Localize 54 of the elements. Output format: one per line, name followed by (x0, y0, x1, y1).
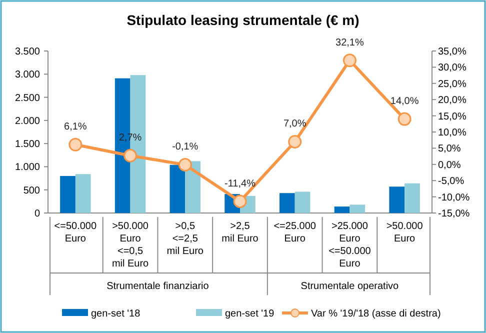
x-tick-label: >50.000 Euro <=0,5 mil Euro (112, 221, 150, 270)
x-tick-label: <=50.000 Euro (54, 221, 97, 244)
data-label: -0,1% (172, 142, 198, 153)
text: Strumentale finanziario (106, 281, 210, 292)
y2-tick-label: 5,0% (438, 144, 461, 155)
bar (279, 193, 295, 213)
bar (404, 183, 420, 213)
y2-tick-label: 35,0% (438, 46, 466, 58)
point (233, 194, 247, 208)
x-tick-label: >2,5 mil Euro (222, 221, 259, 244)
data-label: 7,0% (283, 118, 306, 130)
y2-tick-label: 25,0% (438, 78, 466, 90)
y2-tick-label: 10,0% (438, 128, 466, 138)
data-label: 32,1% (336, 37, 364, 48)
x-tick-label: >50.000 Euro (386, 221, 424, 244)
legend-label: gen-set '18 (91, 308, 141, 320)
y2-tick-label: -5,0% (438, 176, 464, 188)
bar (170, 164, 186, 213)
point (178, 158, 192, 172)
bar (389, 186, 405, 213)
y2-tick-label: -15,0% (438, 208, 470, 220)
text: Strumentale operativo (300, 281, 400, 292)
bar (334, 206, 350, 213)
y2-tick-label: 0,0% (438, 160, 461, 171)
data-label: 14,0% (390, 96, 419, 108)
chart-title: Stipulato leasing strumentale (€ m) (126, 12, 360, 28)
data-label: 6,1% (64, 122, 87, 133)
y-tick-label: 1.500 (14, 139, 40, 150)
y-tick-label: 1.000 (14, 162, 40, 174)
y-tick-label: 500 (23, 185, 40, 196)
point (124, 148, 138, 162)
y-tick-label: 3.000 (14, 70, 40, 81)
y-tick-label: 0 (34, 208, 40, 220)
point (398, 112, 412, 126)
x-tick-label: <=25.000 Euro (274, 221, 316, 244)
x-tick-label: >25.000 Euro <=50.000 Euro (328, 221, 372, 270)
x-tick-label: >0,5 <=2,5 mil Euro (166, 221, 204, 257)
y2-tick-label: 20,0% (438, 95, 466, 106)
bar (75, 174, 91, 213)
y2-tick-label: -10,0% (438, 192, 470, 204)
legend-label: gen-set '19 (225, 308, 275, 320)
point (342, 54, 356, 68)
y-tick-label: 2.000 (14, 116, 40, 127)
legend-label: Var % '19/'18 (asse di destra) (311, 308, 441, 320)
y-tick-label: 2.500 (14, 92, 40, 104)
y-tick-label: 3.500 (14, 46, 40, 58)
bar (294, 192, 310, 213)
point (288, 134, 302, 148)
point (68, 138, 82, 152)
bar (60, 176, 76, 213)
bar (350, 204, 366, 213)
y2-tick-label: 30,0% (438, 62, 466, 74)
data-label: -11,4% (224, 178, 256, 190)
y2-tick-label: 15,0% (438, 111, 466, 122)
